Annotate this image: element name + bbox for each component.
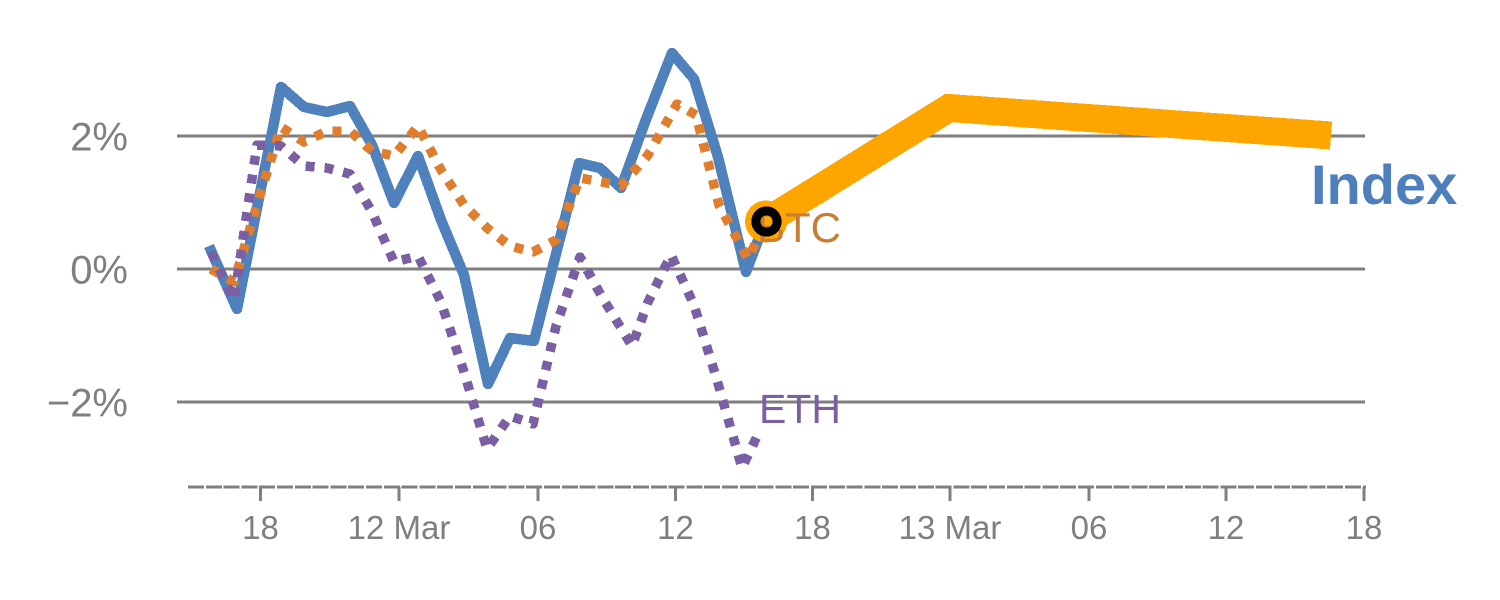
svg-text:12: 12: [1208, 509, 1245, 546]
svg-text:12 Mar: 12 Mar: [348, 509, 451, 546]
svg-text:18: 18: [1346, 509, 1383, 546]
svg-text:12: 12: [657, 509, 694, 546]
svg-text:ETH: ETH: [759, 386, 841, 432]
svg-text:18: 18: [794, 509, 831, 546]
svg-text:2%: 2%: [70, 116, 128, 160]
svg-text:Index: Index: [1311, 153, 1457, 216]
svg-text:18: 18: [242, 509, 279, 546]
svg-text:0%: 0%: [70, 249, 128, 293]
svg-text:06: 06: [520, 509, 557, 546]
svg-text:06: 06: [1071, 509, 1108, 546]
svg-text:−2%: −2%: [47, 382, 128, 426]
svg-text:13 Mar: 13 Mar: [899, 509, 1002, 546]
